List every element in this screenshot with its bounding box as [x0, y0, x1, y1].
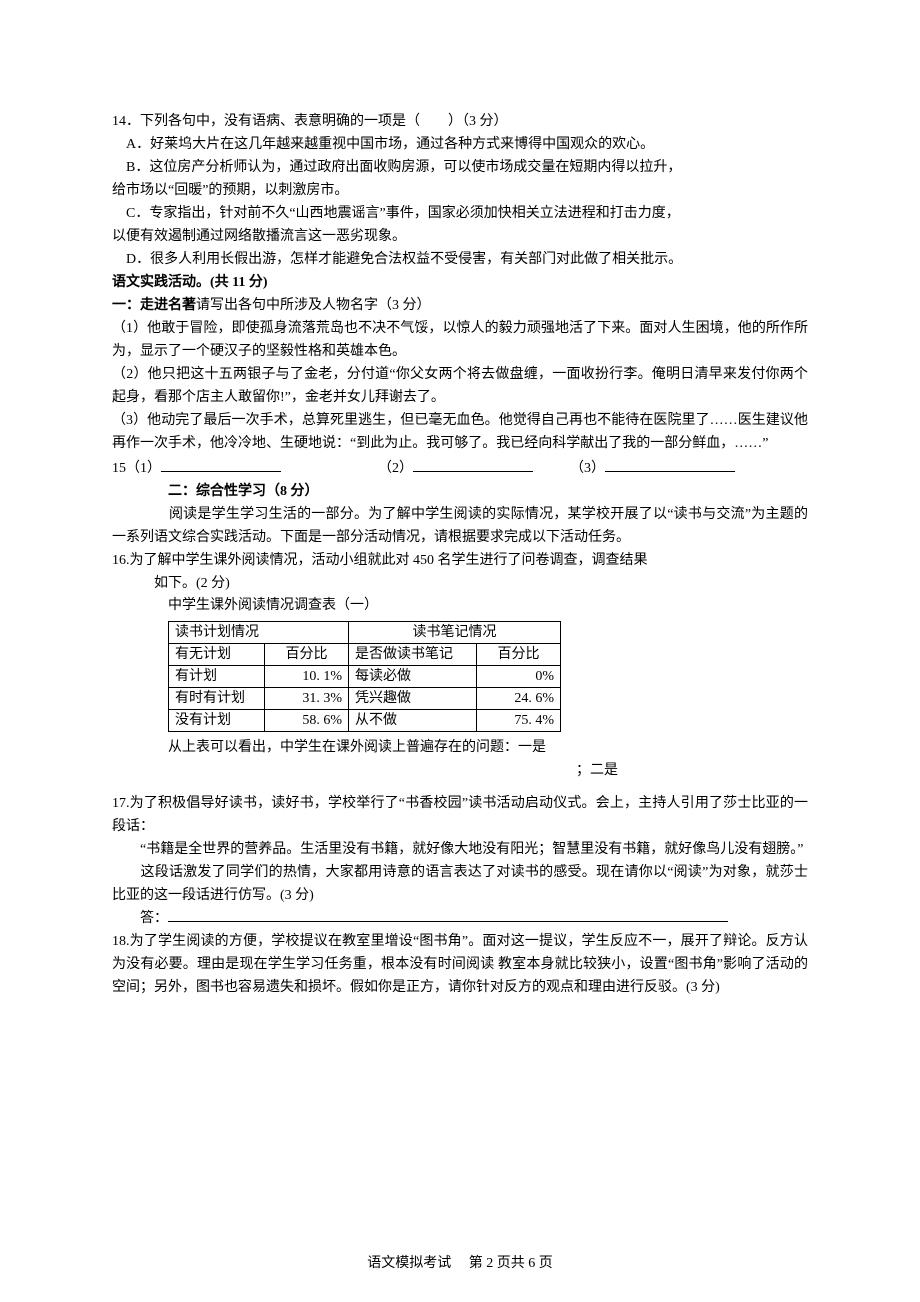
page-footer: 语文模拟考试 第 2 页共 6 页 — [0, 1252, 920, 1272]
survey-table: 读书计划情况 读书笔记情况 有无计划 百分比 是否做读书笔记 百分比 有计划 1… — [168, 621, 561, 732]
p2-intro-text: 阅读是学生学习生活的一部分。为了解中学生阅读的实际情况，某学校开展了以“读书与交… — [112, 507, 808, 545]
q17-stem: 17.为了积极倡导好读书，读好书，学校举行了“书香校园”读书活动启动仪式。会上，… — [112, 792, 808, 838]
table-caption: 中学生课外阅读情况调查表（一） — [168, 595, 808, 617]
table-h2-c2: 百分比 — [265, 644, 349, 666]
q14-option-c-l2: 以便有效遏制通过网络散播流言这一恶劣现象。 — [112, 225, 808, 248]
q14-option-b-l2: 给市场以“回暖”的预期，以刺激房市。 — [112, 179, 808, 202]
table-header-row-1: 读书计划情况 读书笔记情况 — [169, 622, 561, 644]
table-cell: 58. 6% — [265, 710, 349, 732]
table-h2-c1: 有无计划 — [169, 644, 265, 666]
q17-quote: “书籍是全世界的营养品。生活里没有书籍，就好像大地没有阳光；智慧里没有书籍，就好… — [112, 838, 808, 861]
table-cell: 从不做 — [349, 710, 477, 732]
table-h2-c3: 是否做读书笔记 — [349, 644, 477, 666]
table-cell: 每读必做 — [349, 666, 477, 688]
table-row: 有时有计划 31. 3% 凭兴趣做 24. 6% — [169, 688, 561, 710]
table-cell: 有时有计划 — [169, 688, 265, 710]
table-header-row-2: 有无计划 百分比 是否做读书笔记 百分比 — [169, 644, 561, 666]
q17-answer-blank[interactable] — [168, 908, 728, 922]
table-row: 有计划 10. 1% 每读必做 0% — [169, 666, 561, 688]
table-cell: 31. 3% — [265, 688, 349, 710]
part2-heading: 二：综合性学习（8 分） — [112, 480, 808, 503]
q15-label-3: （3） — [570, 457, 605, 480]
part1-heading: 一：走进名著请写出各句中所涉及人物名字（3 分） — [112, 294, 808, 317]
table-cell: 10. 1% — [265, 666, 349, 688]
table-cell: 有计划 — [169, 666, 265, 688]
table-cell: 75. 4% — [477, 710, 561, 732]
p1-2: （2）他只把这十五两银子与了金老，分付道“你父女两个将去做盘缠，一面收扮行李。俺… — [112, 363, 808, 409]
q15-label-2: （2） — [378, 457, 413, 480]
p1-3: （3）他动完了最后一次手术，总算死里逃生，但已毫无血色。他觉得自己再也不能待在医… — [112, 409, 808, 455]
table-cell: 24. 6% — [477, 688, 561, 710]
table-h1-c1: 读书计划情况 — [169, 622, 349, 644]
section-practice-heading: 语文实践活动。(共 11 分) — [112, 271, 808, 294]
q14-option-d: D．很多人利用长假出游，怎样才能避免合法权益不受侵害，有关部门对此做了相关批示。 — [112, 248, 808, 271]
q17-answer-prefix: 答： — [140, 911, 168, 926]
part1-heading-rest: 请写出各句中所涉及人物名字（3 分） — [196, 298, 431, 313]
q15-blank-1[interactable] — [161, 455, 281, 472]
q15-blank-2[interactable] — [413, 455, 533, 472]
q16-stem-l1: 16.为了解中学生课外阅读情况，活动小组就此对 450 名学生进行了问卷调查，调… — [112, 549, 808, 572]
q14-option-a: A．好莱坞大片在这几年越来越重视中国市场，通过各种方式来博得中国观众的欢心。 — [112, 133, 808, 156]
q16-stem-l2: 如下。(2 分) — [112, 572, 808, 595]
q15-label-1: 15（1） — [112, 457, 161, 480]
table-cell: 凭兴趣做 — [349, 688, 477, 710]
table-h1-c2: 读书笔记情况 — [349, 622, 561, 644]
q17-answer-label: 答： — [112, 907, 808, 930]
q16-conclusion-2: ；二是 — [112, 759, 808, 782]
p1-1: （1）他敢于冒险，即使孤身流落荒岛也不决不气馁，以惊人的毅力顽强地活了下来。面对… — [112, 317, 808, 363]
table-cell: 0% — [477, 666, 561, 688]
table-h2-c4: 百分比 — [477, 644, 561, 666]
q16-conclusion-1: 从上表可以看出，中学生在课外阅读上普遍存在的问题：一是 — [168, 736, 808, 759]
p2-intro: 阅读是学生学习生活的一部分。为了解中学生阅读的实际情况，某学校开展了以“读书与交… — [112, 503, 808, 549]
q14-stem: 14．下列各句中，没有语病、表意明确的一项是（ ）（3 分） — [112, 110, 808, 133]
q15-line: 15（1） （2） （3） — [112, 455, 808, 480]
part1-heading-bold: 一：走进名著 — [112, 298, 196, 313]
q17-task: 这段话激发了同学们的热情，大家都用诗意的语言表达了对读书的感受。现在请你以“阅读… — [112, 861, 808, 907]
q15-blank-3[interactable] — [605, 455, 735, 472]
q18: 18.为了学生阅读的方便，学校提议在教室里增设“图书角”。面对这一提议，学生反应… — [112, 930, 808, 999]
q14-option-b-l1: B．这位房产分析师认为，通过政府出面收购房源，可以使市场成交量在短期内得以拉升， — [112, 156, 808, 179]
table-row: 没有计划 58. 6% 从不做 75. 4% — [169, 710, 561, 732]
q14-option-c-l1: C．专家指出，针对前不久“山西地震谣言”事件，国家必须加快相关立法进程和打击力度… — [112, 202, 808, 225]
table-cell: 没有计划 — [169, 710, 265, 732]
